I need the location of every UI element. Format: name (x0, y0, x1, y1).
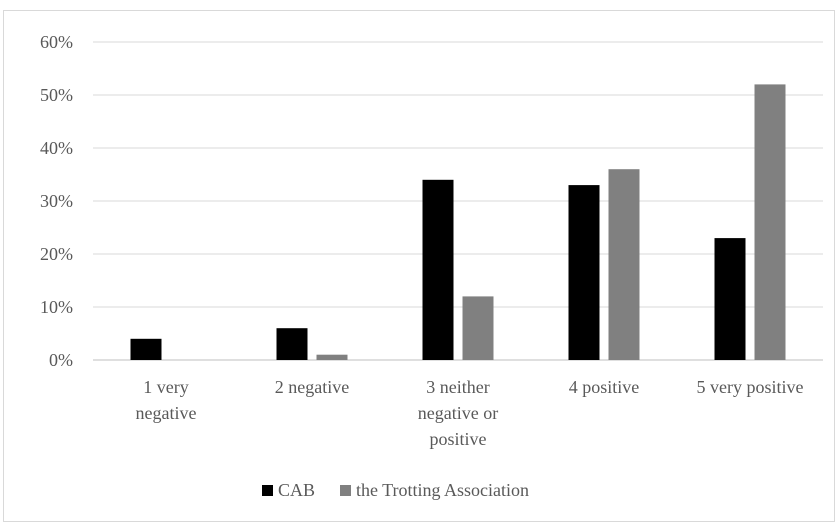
y-tick-label: 60% (40, 32, 73, 52)
y-tick-label: 0% (49, 350, 73, 370)
x-tick-label: 2 negative (275, 377, 349, 397)
y-tick-label: 30% (40, 191, 73, 211)
bar-the-trotting-association (754, 84, 786, 361)
bar-cab (568, 185, 600, 360)
legend-label: CAB (278, 480, 315, 500)
y-tick-label: 10% (40, 297, 73, 317)
bar-the-trotting-association (608, 169, 640, 360)
bar-cab (422, 179, 454, 360)
x-tick-label: 5 very positive (697, 377, 804, 397)
bar-cab (130, 338, 162, 360)
y-tick-label: 40% (40, 138, 73, 158)
legend-swatch (262, 485, 273, 496)
x-tick-label: 3 neither negative or positive (418, 377, 498, 449)
x-tick-label: 1 very negative (136, 377, 197, 423)
legend-label: the Trotting Association (356, 480, 529, 500)
legend-swatch (340, 485, 351, 496)
bar-the-trotting-association (462, 296, 494, 360)
y-tick-label: 50% (40, 85, 73, 105)
bar-cab (276, 328, 308, 360)
bar-cab (714, 238, 746, 360)
y-tick-label: 20% (40, 244, 73, 264)
x-tick-label: 4 positive (569, 377, 640, 397)
bar-the-trotting-association (316, 354, 348, 360)
